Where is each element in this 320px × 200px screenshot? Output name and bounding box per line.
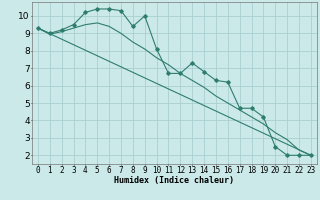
X-axis label: Humidex (Indice chaleur): Humidex (Indice chaleur) [115,176,234,185]
